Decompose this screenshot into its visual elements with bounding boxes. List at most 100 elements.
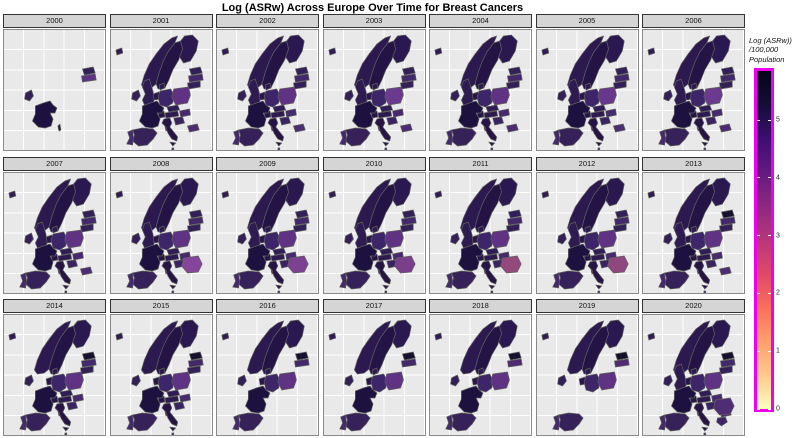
facet-strip-year-label: 2019 — [535, 299, 639, 313]
country-france — [458, 243, 484, 271]
country-sicily — [275, 141, 283, 147]
country-malta — [703, 432, 707, 435]
facet-2006: 2006 — [642, 14, 745, 151]
country-italy — [480, 117, 498, 142]
country-ireland — [556, 232, 567, 244]
country-sicily — [168, 284, 176, 289]
country-poland — [596, 371, 617, 391]
country-hungary — [178, 393, 191, 403]
country-czechia — [698, 389, 712, 398]
country-estonia — [188, 351, 203, 361]
country-hungary — [498, 108, 510, 118]
country-poland — [277, 229, 297, 248]
map-panel — [322, 171, 426, 294]
country-croatia — [598, 116, 611, 126]
facet-2019: 2019 — [535, 299, 639, 436]
country-poland — [490, 229, 510, 248]
country-denmark — [264, 367, 272, 376]
country-croatia — [705, 116, 717, 126]
country-sicily — [62, 426, 70, 432]
facet-strip-year-label: 2010 — [322, 156, 426, 171]
country-latvia — [294, 358, 310, 368]
country-denmark — [51, 225, 59, 233]
country-italy — [161, 402, 178, 427]
country-bulgaria — [719, 123, 732, 133]
country-latvia — [400, 73, 417, 83]
country-romania — [287, 255, 309, 273]
country-poland — [383, 86, 404, 106]
europe-map — [8, 177, 97, 293]
country-finland — [711, 34, 731, 64]
country-germany — [50, 373, 68, 393]
country-croatia — [66, 401, 78, 411]
country-ireland — [24, 232, 34, 244]
country-spain — [557, 412, 583, 432]
country-poland — [170, 86, 191, 106]
map-panel — [322, 29, 426, 151]
country-portugal — [338, 414, 347, 431]
legend-tick-mark — [768, 235, 771, 237]
country-estonia — [401, 209, 416, 218]
facet-2005: 2005 — [535, 14, 639, 151]
europe-map — [541, 319, 630, 432]
country-portugal — [658, 129, 666, 146]
country-iceland — [434, 190, 443, 198]
country-portugal — [445, 129, 453, 146]
country-czechia — [166, 104, 180, 113]
country-spain — [131, 412, 157, 432]
legend-tick-0: 0 — [776, 405, 780, 413]
country-austria — [483, 253, 499, 261]
country-spain — [25, 270, 51, 289]
country-bulgaria — [612, 123, 626, 133]
europe-map — [115, 177, 204, 293]
country-ireland — [130, 374, 141, 387]
europe-map — [328, 34, 417, 150]
legend-tick-mark — [757, 408, 760, 410]
legend-colorbar-gradient — [757, 71, 771, 409]
country-ireland — [237, 374, 247, 387]
country-germany — [689, 88, 707, 108]
country-hungary — [178, 108, 191, 118]
facet-strip-year-label: 2011 — [429, 156, 532, 171]
country-sicily — [594, 284, 602, 289]
country-czechia — [272, 247, 286, 255]
country-malta — [64, 290, 68, 293]
country-ireland — [450, 89, 460, 102]
country-italy — [480, 260, 498, 284]
country-ireland — [663, 374, 673, 387]
country-france — [564, 100, 590, 129]
facet-strip-year-label: 2012 — [535, 156, 639, 171]
country-france — [458, 100, 484, 129]
country-croatia — [172, 401, 185, 411]
europe-map — [328, 177, 417, 293]
country-sicily — [381, 284, 389, 289]
country-spain — [557, 127, 583, 147]
country-poland — [170, 229, 191, 248]
country-poland — [703, 229, 723, 248]
country-estonia — [82, 209, 96, 218]
legend-tick-mark — [757, 119, 760, 121]
facet-2004: 2004 — [429, 14, 532, 151]
country-iceland — [328, 47, 336, 56]
country-estonia — [82, 351, 96, 361]
country-greece — [716, 416, 728, 427]
country-denmark — [477, 82, 485, 91]
country-hungary — [604, 108, 617, 118]
country-spain — [451, 412, 477, 432]
country-austria — [377, 110, 392, 119]
country-estonia — [82, 66, 96, 76]
country-austria — [377, 253, 392, 261]
country-poland — [703, 86, 723, 106]
country-latvia — [187, 358, 204, 368]
country-poland — [703, 371, 723, 391]
country-finland — [285, 319, 305, 349]
facet-strip-year-label: 2006 — [642, 14, 745, 28]
country-france — [32, 385, 58, 414]
map-panel — [3, 314, 106, 436]
country-latvia — [400, 216, 417, 225]
legend-tick-mark — [768, 177, 771, 179]
map-panel — [216, 314, 319, 436]
country-finland — [391, 177, 412, 206]
country-denmark — [584, 225, 591, 233]
facet-strip-year-label: 2000 — [3, 14, 106, 28]
